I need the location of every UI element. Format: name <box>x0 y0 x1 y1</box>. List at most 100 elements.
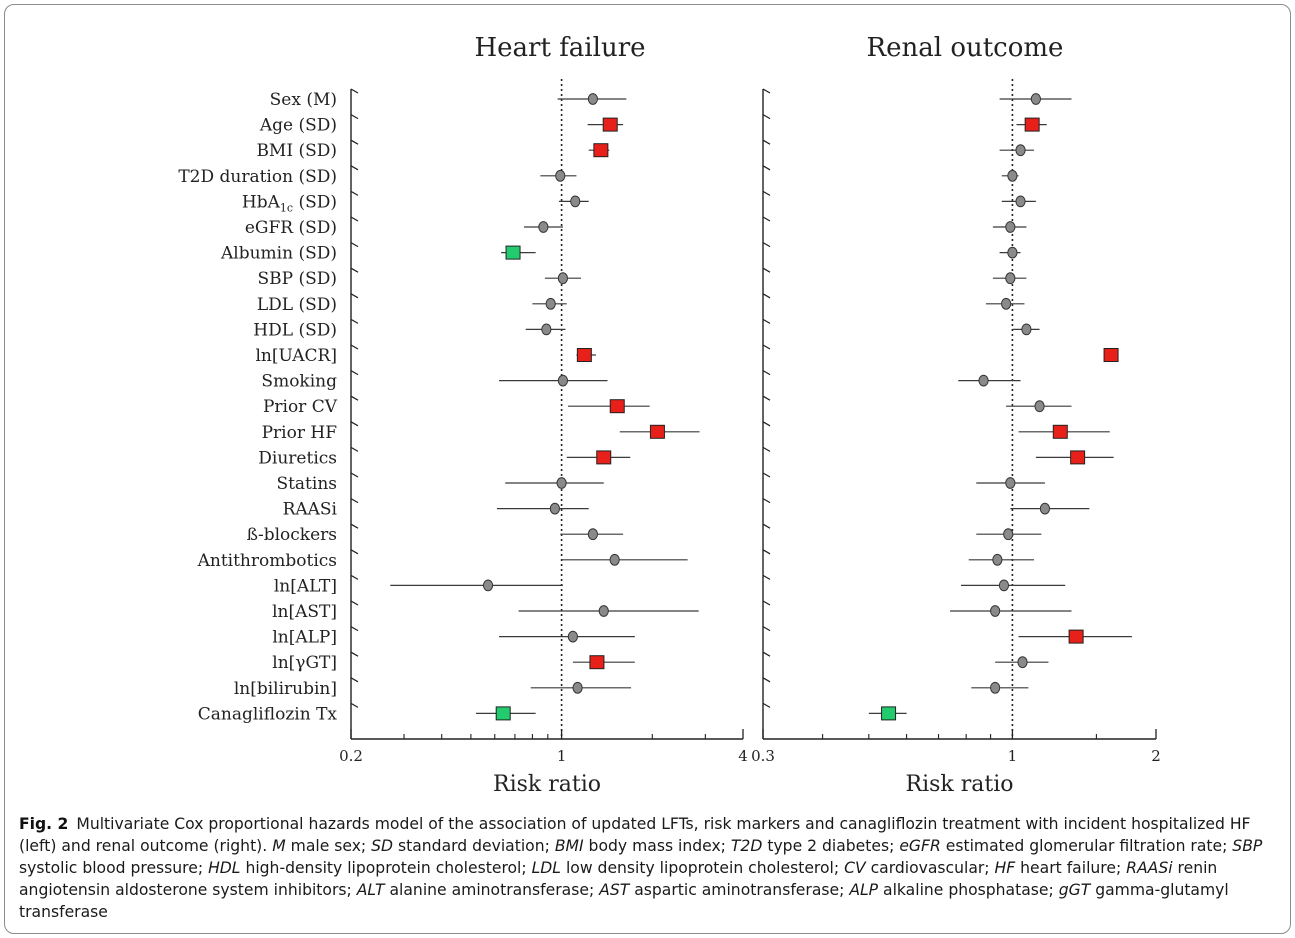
hf-row-tick <box>350 677 359 683</box>
hf-point-estimate <box>589 655 605 670</box>
hf-point-estimate <box>602 117 618 132</box>
renal-point-estimate <box>1024 117 1040 132</box>
caption-abbr-definition: standard deviation; <box>393 837 555 855</box>
hf-row-tick <box>350 574 359 580</box>
hf-point-estimate <box>598 605 609 617</box>
caption-abbr-definition: low density lipoprotein cholesterol; <box>561 859 845 877</box>
hf-tick-label: 4 <box>738 747 748 765</box>
renal-point-estimate <box>1039 502 1051 515</box>
row-label: SBP (SD) <box>257 269 337 289</box>
caption-abbr-definition: estimated glomerular filtration rate; <box>940 837 1233 855</box>
caption-abbr-definition: male sex; <box>285 837 372 855</box>
renal-row-tick <box>762 421 771 427</box>
hf-row-tick <box>350 600 359 606</box>
hf-point-estimate <box>609 553 620 566</box>
renal-point-estimate <box>1001 297 1012 310</box>
hf-row-tick <box>350 421 359 427</box>
renal-point-estimate <box>1007 169 1018 182</box>
hf-point-estimate <box>482 579 494 592</box>
renal-tick-label: 0.3 <box>751 747 775 765</box>
caption-abbr: SBP <box>1232 837 1263 855</box>
row-label: Prior CV <box>263 397 338 417</box>
renal-point-estimate <box>881 706 897 721</box>
hf-point-estimate <box>557 272 569 285</box>
hf-point-estimate <box>505 245 521 260</box>
row-label-part: (SD) <box>293 192 337 212</box>
caption-abbr-definition: high-density lipoprotein cholesterol; <box>240 859 532 877</box>
renal-point-estimate <box>990 605 1001 617</box>
hf-row-tick <box>350 293 359 299</box>
hf-point-estimate <box>549 502 560 515</box>
renal-row-tick <box>762 165 771 171</box>
renal-point-estimate <box>1005 221 1016 233</box>
caption-abbr-definition: alkaline phosphatase; <box>878 881 1059 899</box>
row-label: ln[γGT] <box>272 653 337 673</box>
caption-abbr: T2D <box>730 837 763 855</box>
renal-row-tick <box>762 446 771 452</box>
caption-abbr-definition: cardiovascular; <box>865 859 995 877</box>
renal-x-axis-label: Risk ratio <box>906 772 1014 797</box>
hf-point-estimate <box>567 630 578 643</box>
figure-caption: Fig. 2 Multivariate Cox proportional haza… <box>19 813 1281 923</box>
hf-row-tick <box>350 446 359 452</box>
row-label: ln[AST] <box>272 602 337 622</box>
hf-x-axis-label: Risk ratio <box>493 772 601 797</box>
hf-point-estimate <box>545 297 556 310</box>
hf-row-tick <box>350 702 359 708</box>
caption-abbr: eGFR <box>899 837 941 855</box>
renal-tick-label: 1 <box>1008 747 1018 765</box>
hf-point-estimate <box>538 221 549 233</box>
caption-abbr-definition: renin angiotensin aldosterone system inh… <box>19 859 1218 899</box>
renal-row-tick <box>762 318 771 324</box>
renal-point-estimate <box>992 553 1003 566</box>
renal-row-tick <box>762 651 771 657</box>
hf-point-estimate <box>587 93 598 105</box>
hf-row-tick <box>350 88 359 94</box>
row-label: eGFR (SD) <box>245 218 337 238</box>
renal-row-tick <box>762 370 771 376</box>
hf-row-tick <box>350 190 359 196</box>
hf-point-estimate <box>593 143 609 158</box>
caption-abbr: LDL <box>531 859 561 877</box>
hf-point-estimate <box>596 450 612 465</box>
hf-row-tick <box>350 267 359 273</box>
row-label: Statins <box>276 474 337 494</box>
renal-row-tick <box>762 498 771 504</box>
renal-point-estimate <box>1015 195 1026 208</box>
renal-row-tick <box>762 523 771 529</box>
row-label: Age (SD) <box>259 116 337 136</box>
hf-point-estimate <box>570 195 581 208</box>
caption-abbr: SD <box>371 837 394 855</box>
renal-point-estimate <box>1052 424 1068 439</box>
renal-point-estimate <box>998 579 1010 592</box>
hf-row-tick <box>350 395 359 401</box>
hf-row-tick <box>350 139 359 145</box>
hf-point-estimate <box>495 706 511 721</box>
row-label: Albumin (SD) <box>220 244 337 264</box>
row-label: RAASi <box>283 500 338 520</box>
hf-row-tick <box>350 318 359 324</box>
row-label: ß-blockers <box>247 525 337 545</box>
renal-point-estimate <box>1070 450 1086 465</box>
renal-point-estimate <box>990 681 1001 694</box>
row-label-part: 1c <box>280 201 293 214</box>
renal-point-estimate <box>1034 400 1045 413</box>
hf-row-tick <box>350 523 359 529</box>
row-label: T2D duration (SD) <box>178 167 337 187</box>
row-label: HbA1c (SD) <box>242 192 337 214</box>
renal-row-tick <box>762 600 771 606</box>
hf-row-tick <box>350 216 359 222</box>
renal-row-tick <box>762 549 771 555</box>
renal-point-estimate <box>1021 323 1032 336</box>
renal-row-tick <box>762 702 771 708</box>
caption-abbr: M <box>272 837 286 855</box>
hf-panel-title: Heart failure <box>474 33 645 63</box>
renal-row-tick <box>762 293 771 299</box>
caption-abbr: AST <box>599 881 630 899</box>
hf-row-tick <box>350 242 359 248</box>
figure-frame: Heart failure 0.2 1 4 Risk ratio Sex (M) Age (… <box>4 4 1291 934</box>
row-label: Antithrombotics <box>197 551 337 571</box>
hf-point-estimate <box>609 399 625 414</box>
renal-row-tick <box>762 216 771 222</box>
caption-abbr: ALT <box>356 881 385 899</box>
